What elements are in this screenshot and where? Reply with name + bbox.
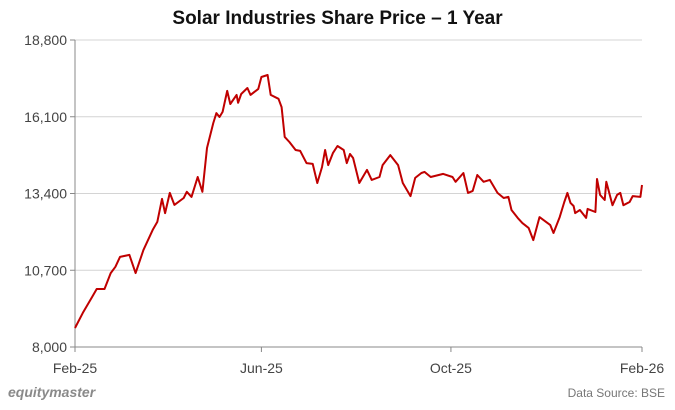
y-tick-label: 16,100 (24, 109, 67, 125)
x-tick-label: Jun-25 (240, 360, 283, 376)
y-tick-label: 8,000 (32, 339, 67, 355)
x-tick-label: Feb-26 (620, 360, 665, 376)
x-tick-label: Feb-25 (53, 360, 98, 376)
chart-title: Solar Industries Share Price – 1 Year (172, 8, 503, 29)
y-tick-label: 10,700 (24, 262, 67, 278)
data-source: Data Source: BSE (567, 386, 665, 400)
equitymaster-logo: equitymaster (8, 384, 96, 400)
y-tick-label: 18,800 (24, 32, 67, 48)
x-tick-label: Oct-25 (430, 360, 472, 376)
y-tick-label: 13,400 (24, 186, 67, 202)
price-line (74, 74, 643, 329)
